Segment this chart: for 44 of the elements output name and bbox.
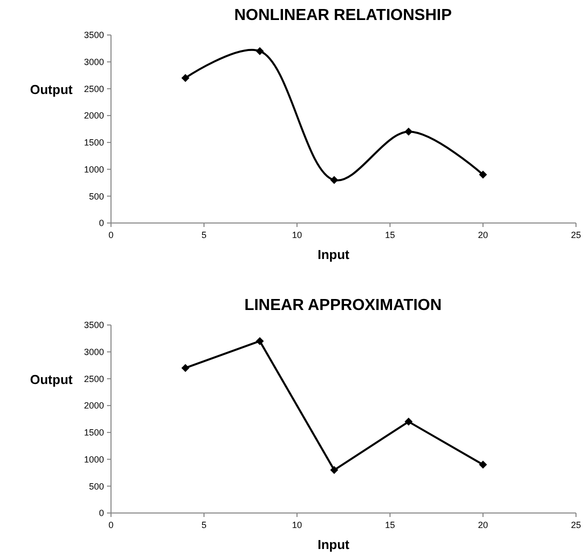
x-tick-label: 10 [292,230,302,240]
x-tick-label: 15 [384,230,396,240]
y-axis-title: Output [30,372,74,387]
x-tick-label: 25 [570,230,582,240]
x-tick-label: 10 [292,520,302,530]
y-tick-label: 1500 [84,428,104,438]
point [330,466,338,474]
point [181,364,190,372]
point [256,337,264,346]
y-tick-label: 500 [88,481,104,492]
y-tick-label: 0 [98,508,104,518]
x-tick-label: 5 [201,230,207,240]
y-tick-label: 2000 [84,110,104,121]
y-tick-label: 3500 [84,320,104,330]
x-tick-label: 15 [384,520,396,530]
x-tick-label: 25 [570,520,582,530]
point [181,74,190,82]
point [404,128,413,136]
y-tick-label: 3500 [84,30,104,40]
point [330,176,338,184]
chart-title: LINEAR APPROXIMATION [244,297,442,314]
x-tick-label: 20 [478,230,488,240]
x-tick-label: 5 [201,520,207,530]
point [479,460,487,469]
point [404,418,413,426]
x-tick-label: 0 [108,230,114,240]
x-axis-title: Input [318,247,350,262]
y-tick-label: 2500 [84,374,104,384]
y-tick-label: 3000 [84,347,104,358]
x-axis-title: Input [318,537,350,552]
y-tick-label: 1500 [84,138,104,148]
point [479,170,487,179]
y-tick-label: 3000 [84,57,104,68]
y-tick-label: 1000 [84,164,104,174]
x-tick-label: 20 [478,520,488,530]
x-tick-label: 0 [108,520,114,530]
y-axis-title: Output [30,82,74,97]
y-tick-label: 2000 [84,400,104,411]
point [256,47,264,56]
y-tick-label: 1000 [84,454,104,464]
y-tick-label: 2500 [84,84,104,94]
y-tick-label: 500 [88,191,104,202]
y-tick-label: 0 [98,218,104,228]
chart-title: NONLINEAR RELATIONSHIP [234,7,452,24]
